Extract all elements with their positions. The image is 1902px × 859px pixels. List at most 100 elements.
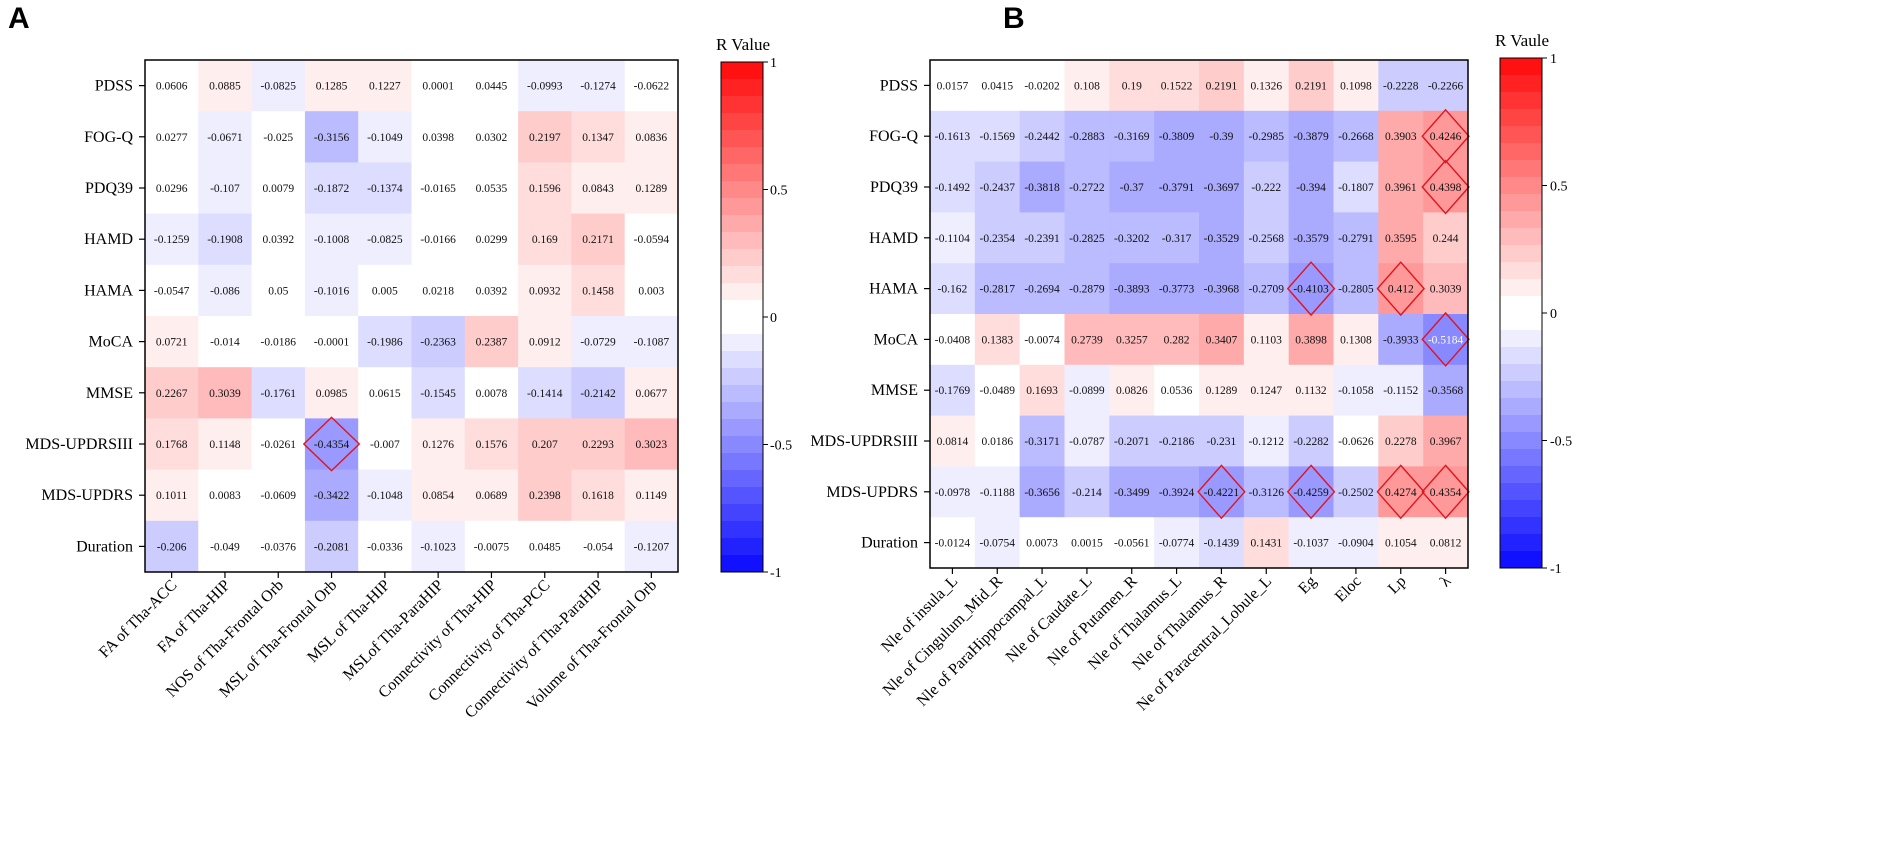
cell-value-label: 0.2398 [529, 490, 561, 502]
colorbar-segment [1500, 92, 1542, 110]
heatmap-cell [930, 212, 976, 264]
cell-value-label: -0.3422 [314, 490, 350, 502]
row-label: MoCA [874, 331, 919, 348]
heatmap-cell [1019, 466, 1065, 518]
heatmap-cell [624, 264, 679, 317]
cell-value-label: -0.206 [157, 541, 187, 553]
row-label: Duration [861, 535, 918, 552]
heatmap-cell [1243, 263, 1290, 315]
cell-value-label: 0.108 [1074, 80, 1100, 92]
cell-value-label: 0.3039 [209, 388, 241, 400]
heatmap-cell [464, 60, 519, 112]
panel-label: A [8, 2, 30, 35]
heatmap-cell [145, 469, 199, 522]
cell-value-label: 0.3898 [1295, 334, 1327, 346]
cell-value-label: 0.1596 [529, 183, 561, 195]
heatmap-cell [518, 60, 572, 112]
colorbar-segment [721, 232, 763, 250]
cell-value-label: -0.2186 [1159, 436, 1195, 448]
heatmap-cell [1333, 364, 1379, 417]
heatmap-cell [974, 517, 1021, 569]
cell-value-label: 0.2197 [529, 132, 561, 144]
heatmap-cell [974, 314, 1021, 366]
colorbar-segment [721, 436, 763, 454]
cell-value-label: -0.2391 [1024, 233, 1060, 245]
cell-value-label: 0.244 [1433, 233, 1459, 245]
cell-value-label: -0.4221 [1204, 487, 1240, 499]
heatmap-cell [464, 520, 519, 573]
heatmap-cell [1109, 517, 1155, 569]
cell-value-label: 0.0157 [937, 80, 969, 92]
cell-value-label: -0.2081 [314, 541, 350, 553]
cell-value-label: 0.4246 [1430, 131, 1462, 143]
cell-value-label: 0.3257 [1116, 334, 1148, 346]
cell-value-label: 0.0854 [422, 490, 454, 502]
column-label: λ [1437, 573, 1455, 591]
cell-value-label: -0.0202 [1024, 80, 1060, 92]
heatmap-cell [358, 162, 412, 215]
cell-value-label: -0.1023 [420, 541, 456, 553]
heatmap-cell [1333, 110, 1379, 163]
heatmap-cell [1109, 364, 1155, 417]
cell-value-label: -0.0622 [634, 81, 670, 93]
heatmap-cell [145, 111, 199, 163]
heatmap-cell [358, 418, 412, 471]
colorbar-segment [1500, 126, 1542, 144]
cell-value-label: 0.4398 [1430, 182, 1462, 194]
heatmap-cell [1243, 364, 1290, 417]
cell-value-label: -0.0899 [1069, 385, 1105, 397]
heatmap-cell [1423, 415, 1469, 467]
colorbar-tick-label: -0.5 [1550, 435, 1572, 450]
heatmap-cell [1378, 161, 1424, 213]
row-label: FOG-Q [84, 129, 133, 146]
cell-value-label: 0.2387 [476, 337, 508, 349]
heatmap-cell [251, 316, 306, 368]
heatmap-cell [411, 520, 466, 573]
cell-value-label: 0.4274 [1385, 487, 1417, 499]
heatmap-cell [518, 418, 572, 471]
heatmap-cell [1423, 110, 1469, 163]
heatmap-cell [1378, 110, 1424, 163]
colorbar-segment [721, 317, 763, 335]
cell-value-label: 0.207 [532, 439, 558, 451]
cell-value-label: -0.1545 [420, 388, 456, 400]
heatmap-cell [1288, 466, 1334, 518]
colorbar-segment [1500, 177, 1542, 195]
colorbar-segment [721, 215, 763, 233]
colorbar-segment [1500, 330, 1542, 348]
heatmap-cell [1154, 263, 1200, 315]
colorbar-segment [721, 147, 763, 165]
panel-label: B [1003, 2, 1025, 35]
heatmap-cell [145, 316, 199, 368]
heatmap-cell [930, 517, 976, 569]
cell-value-label: -0.1152 [1383, 385, 1418, 397]
significance-diamond [1376, 261, 1425, 317]
heatmap-cell [1423, 263, 1469, 315]
heatmap-cell [1109, 161, 1155, 213]
colorbar-title: R Vaule [1495, 31, 1549, 50]
heatmap-cell [1109, 263, 1155, 315]
cell-value-label: -0.0729 [580, 337, 616, 349]
cell-value-label: 0.0218 [422, 285, 454, 297]
heatmap-cell [1019, 415, 1065, 467]
heatmap-cell [930, 161, 976, 213]
heatmap-cell [518, 316, 572, 368]
colorbar-segment [721, 470, 763, 488]
colorbar-segment [721, 351, 763, 369]
heatmap-cell [1378, 415, 1424, 467]
row-label: MDS-UPDRSIII [25, 436, 133, 453]
heatmap-cell [974, 263, 1021, 315]
colorbar-segment [721, 334, 763, 352]
cell-value-label: -0.39 [1209, 131, 1233, 143]
significance-diamond [1286, 261, 1336, 317]
cell-value-label: -0.0376 [261, 541, 297, 553]
cell-value-label: -0.3933 [1383, 334, 1419, 346]
cell-value-label: -0.231 [1207, 436, 1237, 448]
cell-value-label: -0.3202 [1114, 233, 1150, 245]
colorbar-segment [721, 555, 763, 573]
heatmap-cell [1243, 517, 1290, 569]
cell-value-label: 0.1326 [1250, 80, 1282, 92]
cell-value-label: -0.0261 [261, 439, 297, 451]
cell-value-label: 0.0299 [476, 234, 508, 246]
heatmap-cell [1154, 517, 1200, 569]
